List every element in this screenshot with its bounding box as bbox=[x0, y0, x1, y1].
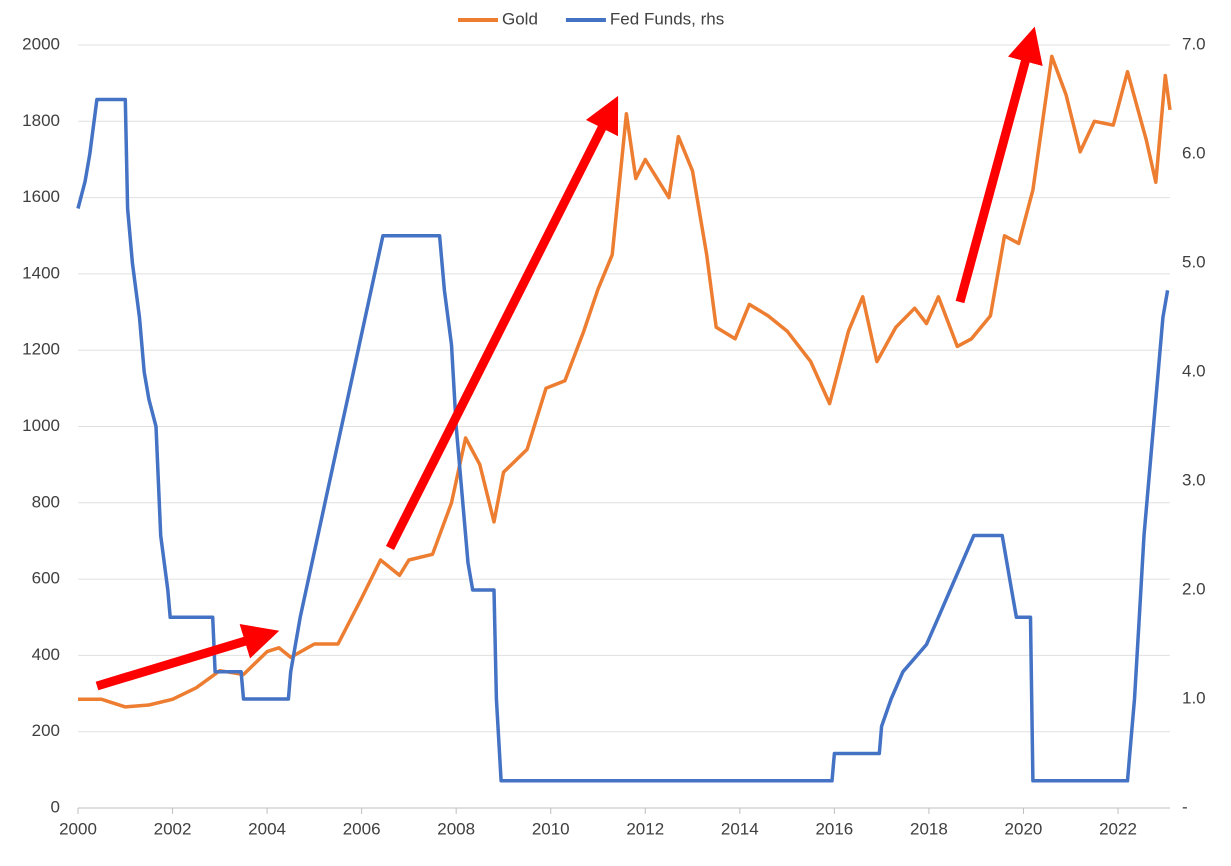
y-tick-label: 800 bbox=[32, 492, 60, 511]
y2-tick-label: 6.0 bbox=[1182, 143, 1206, 162]
y-tick-label: 0 bbox=[51, 797, 60, 816]
y-tick-label: 1600 bbox=[22, 187, 60, 206]
y-tick-label: 1200 bbox=[22, 340, 60, 359]
x-tick-label: 2022 bbox=[1099, 819, 1137, 838]
legend: Gold Fed Funds, rhs bbox=[458, 9, 724, 28]
x-tick-label: 2006 bbox=[343, 819, 381, 838]
y-tick-label: 600 bbox=[32, 569, 60, 588]
y2-tick-label: 1.0 bbox=[1182, 688, 1206, 707]
y-tick-label: 200 bbox=[32, 721, 60, 740]
legend-label: Fed Funds, rhs bbox=[610, 9, 724, 28]
y2-tick-label: 7.0 bbox=[1182, 34, 1206, 53]
y-tick-label: 1400 bbox=[22, 263, 60, 282]
y-tick-label: 1800 bbox=[22, 111, 60, 130]
y2-tick-label: 5.0 bbox=[1182, 252, 1206, 271]
arrow bbox=[385, 95, 619, 551]
y-tick-label: 400 bbox=[32, 645, 60, 664]
x-tick-label: 2004 bbox=[248, 819, 286, 838]
x-tick-label: 2010 bbox=[532, 819, 570, 838]
annotations bbox=[95, 26, 1043, 691]
x-tick-label: 2000 bbox=[59, 819, 97, 838]
plot: 0 200 400 600 800 1000 1200 1400 1600 1800 2000 - 1.… bbox=[22, 34, 1205, 838]
y2-tick-label: 3.0 bbox=[1182, 470, 1206, 489]
series-line bbox=[78, 54, 1172, 709]
x-tick-label: 2014 bbox=[721, 819, 759, 838]
arrow bbox=[955, 26, 1043, 304]
x-tick-label: 2012 bbox=[626, 819, 664, 838]
legend-label: Gold bbox=[502, 9, 538, 28]
y-tick-label: 1000 bbox=[22, 416, 60, 435]
x-tick-label: 2002 bbox=[154, 819, 192, 838]
x-tick-label: 2016 bbox=[815, 819, 853, 838]
x-tick-label: 2008 bbox=[437, 819, 475, 838]
x-tick-label: 2020 bbox=[1005, 819, 1043, 838]
y2-tick-label: 4.0 bbox=[1182, 361, 1206, 380]
y2-tick-label: 2.0 bbox=[1182, 579, 1206, 598]
series-line bbox=[76, 97, 1170, 783]
x-tick-label: 2018 bbox=[910, 819, 948, 838]
arrow bbox=[95, 623, 280, 691]
y2-tick-label: - bbox=[1182, 797, 1188, 816]
y-tick-label: 2000 bbox=[22, 34, 60, 53]
